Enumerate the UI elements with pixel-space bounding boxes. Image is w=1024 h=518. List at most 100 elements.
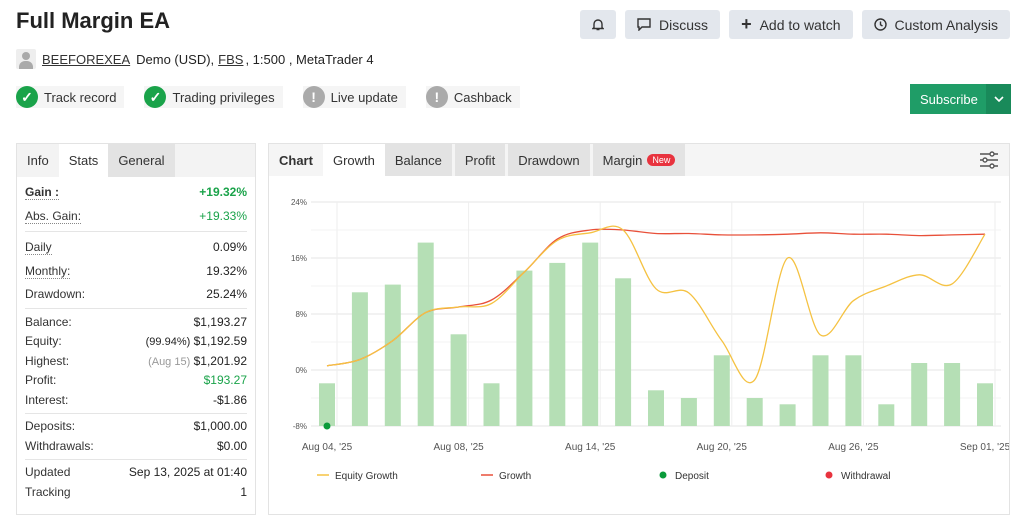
add-to-watch-button[interactable]: + Add to watch bbox=[729, 10, 853, 39]
drawdown-label: Drawdown: bbox=[25, 287, 86, 301]
avatar bbox=[16, 49, 36, 69]
bar bbox=[483, 383, 500, 426]
bar bbox=[944, 363, 961, 426]
plus-icon: + bbox=[741, 14, 752, 34]
bar bbox=[878, 404, 895, 426]
account-details: , 1:500 , MetaTrader 4 bbox=[245, 51, 374, 67]
tab-balance[interactable]: Balance bbox=[384, 144, 452, 176]
new-badge: New bbox=[647, 154, 676, 166]
y-tick-label: 24% bbox=[291, 198, 307, 207]
subscribe-button-group: Subscribe bbox=[910, 84, 1011, 114]
legend-swatch bbox=[825, 471, 833, 479]
updated-label: Updated bbox=[25, 465, 71, 480]
chart-panel: Chart Growth Balance Profit Drawdown Mar… bbox=[268, 143, 1010, 515]
notification-button[interactable] bbox=[580, 10, 617, 39]
legend-label: Deposit bbox=[675, 471, 709, 482]
bar bbox=[615, 278, 632, 426]
comment-icon bbox=[637, 18, 651, 31]
tracking-label: Tracking bbox=[25, 484, 71, 499]
user-link[interactable]: BEEFOREXEA bbox=[42, 51, 131, 67]
y-tick-label: 0% bbox=[295, 366, 307, 375]
tracking-value: 1 bbox=[240, 484, 247, 499]
bar bbox=[648, 390, 664, 426]
daily-value: 0.09% bbox=[212, 240, 247, 254]
legend-label: Withdrawal bbox=[841, 471, 890, 482]
highest-value: $1,201.92 bbox=[193, 353, 247, 368]
equity-value: $1,192.59 bbox=[193, 334, 247, 349]
equity-label: Equity: bbox=[25, 334, 62, 349]
balance-value: $1,193.27 bbox=[193, 314, 247, 329]
discuss-button[interactable]: Discuss bbox=[625, 10, 721, 39]
y-tick-label: 8% bbox=[295, 310, 307, 319]
bar bbox=[417, 242, 434, 426]
clock-icon bbox=[873, 18, 887, 31]
withdrawals-label: Withdrawals: bbox=[25, 438, 94, 453]
abs-gain-value: +19.33% bbox=[199, 209, 247, 223]
x-tick-label: Aug 14, '25 bbox=[565, 442, 616, 453]
stats-panel: Info Stats General Gain : +19.32% Abs. Ga… bbox=[16, 143, 256, 515]
x-tick-label: Aug 08, '25 bbox=[433, 442, 484, 453]
bar bbox=[582, 242, 599, 426]
gain-value: +19.32% bbox=[199, 185, 247, 199]
tab-info[interactable]: Info bbox=[27, 153, 49, 168]
bar bbox=[384, 284, 401, 426]
x-tick-label: Aug 04, '25 bbox=[302, 442, 353, 453]
bar bbox=[319, 383, 335, 426]
daily-label: Daily bbox=[25, 239, 52, 255]
bar bbox=[779, 404, 796, 426]
monthly-value: 19.32% bbox=[206, 264, 247, 278]
bar bbox=[746, 398, 763, 426]
tab-general[interactable]: General bbox=[108, 144, 175, 177]
legend-swatch bbox=[659, 471, 667, 479]
chart-settings-icon[interactable] bbox=[979, 151, 999, 169]
deposit-point bbox=[323, 422, 331, 430]
bar bbox=[549, 262, 566, 426]
balance-label: Balance: bbox=[25, 314, 72, 329]
account-info: BEEFOREXEA Demo (USD), FBS , 1:500 , Met… bbox=[16, 49, 374, 69]
bar bbox=[680, 398, 697, 426]
growth-chart: 24% 16% 8% 0% -8% Aug 04, '25 Aug 08, '25 Aug 1… bbox=[291, 198, 1009, 482]
page-title: Full Margin EA bbox=[16, 8, 170, 33]
x-tick-label: Aug 26, '25 bbox=[828, 442, 879, 453]
tab-chart[interactable]: Chart bbox=[279, 152, 313, 168]
subscribe-dropdown-chevron-icon[interactable] bbox=[986, 84, 1011, 114]
subscribe-button[interactable]: Subscribe bbox=[920, 91, 978, 107]
gain-label: Gain : bbox=[25, 184, 60, 200]
deposits-label: Deposits: bbox=[25, 419, 76, 434]
highest-date: (Aug 15) bbox=[148, 355, 191, 368]
badge-cashback: ! Cashback bbox=[425, 86, 520, 108]
tab-profit[interactable]: Profit bbox=[454, 144, 506, 176]
broker-link[interactable]: FBS bbox=[218, 51, 244, 67]
status-badges: ✓ Track record ✓ Trading privileges ! Live … bbox=[16, 86, 520, 108]
bar bbox=[845, 355, 862, 426]
bar bbox=[713, 355, 730, 426]
check-icon: ✓ bbox=[16, 86, 38, 108]
bar bbox=[450, 334, 467, 426]
bar bbox=[977, 383, 993, 426]
tab-drawdown[interactable]: Drawdown bbox=[508, 144, 590, 176]
updated-value: Sep 13, 2025 at 01:40 bbox=[128, 465, 247, 480]
drawdown-value: 25.24% bbox=[206, 287, 247, 301]
badge-live-update: ! Live update bbox=[302, 86, 406, 108]
legend-label: Equity Growth bbox=[335, 471, 398, 482]
highest-label: Highest: bbox=[25, 353, 70, 368]
bell-icon bbox=[592, 19, 605, 31]
check-icon: ✓ bbox=[144, 86, 167, 108]
bar bbox=[812, 355, 829, 426]
bar bbox=[911, 363, 928, 426]
tab-stats[interactable]: Stats bbox=[58, 144, 109, 177]
tab-growth[interactable]: Growth bbox=[322, 144, 385, 176]
profit-value: $193.27 bbox=[203, 373, 247, 388]
y-tick-label: -8% bbox=[293, 422, 307, 431]
exclamation-icon: ! bbox=[302, 86, 325, 108]
exclamation-icon: ! bbox=[425, 86, 448, 108]
equity-percent: (99.94%) bbox=[145, 336, 191, 349]
custom-analysis-button[interactable]: Custom Analysis bbox=[861, 10, 1010, 39]
badge-trading-privileges: ✓ Trading privileges bbox=[144, 86, 283, 108]
interest-value: -$1.86 bbox=[212, 392, 247, 407]
tab-margin[interactable]: Margin New bbox=[592, 144, 686, 176]
badge-track-record: ✓ Track record bbox=[16, 86, 125, 108]
bar bbox=[516, 270, 533, 426]
interest-label: Interest: bbox=[25, 392, 69, 407]
legend-label: Growth bbox=[499, 471, 531, 482]
